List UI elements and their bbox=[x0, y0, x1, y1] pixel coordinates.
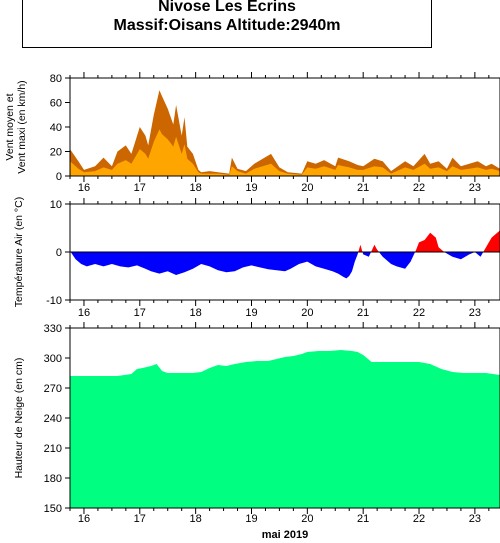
x-tick-label: 20 bbox=[301, 182, 313, 194]
x-tick-label: 20 bbox=[301, 513, 313, 525]
y-tick-label: 20 bbox=[50, 147, 62, 159]
massif-altitude: Massif:Oisans Altitude:2940m bbox=[113, 17, 341, 34]
x-tick-label: 21 bbox=[357, 182, 369, 194]
y-tick-label: 150 bbox=[44, 503, 62, 515]
x-tick-label: 21 bbox=[357, 513, 369, 525]
panel-3: 150 180 210 240 270 300 330 16 17 18 19 20 21 22 23 Hau… bbox=[13, 322, 500, 541]
y-axis-label: Hauteur de Neige (en cm) bbox=[13, 358, 25, 479]
y-axis-label: Température Air (en °C) bbox=[13, 197, 25, 307]
y-tick-label: 10 bbox=[50, 199, 62, 211]
x-axis-label: mai 2019 bbox=[262, 529, 308, 541]
y-tick-label: 180 bbox=[44, 473, 62, 485]
y-tick-label: 40 bbox=[50, 122, 62, 134]
y-tick-label: 270 bbox=[44, 383, 62, 395]
wind-mean-area bbox=[70, 129, 500, 176]
x-tick-label: 22 bbox=[413, 182, 425, 194]
y-tick-label: 330 bbox=[44, 323, 62, 335]
y-axis-label: Vent moyen et bbox=[4, 93, 16, 160]
y-tick-label: 0 bbox=[56, 171, 62, 183]
y-tick-label: 240 bbox=[44, 413, 62, 425]
temperature-negative-area bbox=[70, 252, 500, 279]
x-tick-label: 23 bbox=[469, 513, 481, 525]
y-tick-label: 300 bbox=[44, 353, 62, 365]
x-tick-label: 22 bbox=[413, 307, 425, 319]
y-tick-label: 0 bbox=[56, 247, 62, 259]
x-tick-label: 19 bbox=[245, 307, 257, 319]
x-tick-label: 18 bbox=[190, 307, 202, 319]
y-tick-label: -10 bbox=[46, 295, 62, 307]
y-axis-label: Vent maxi (en km/h) bbox=[16, 80, 28, 173]
x-tick-label: 21 bbox=[357, 307, 369, 319]
panel-1: 0 20 40 60 80 16 17 18 19 20 21 22 23 Vent moyen et Ve… bbox=[4, 72, 500, 194]
y-tick-label: 80 bbox=[50, 73, 62, 85]
x-tick-label: 23 bbox=[469, 307, 481, 319]
y-tick-label: 60 bbox=[50, 98, 62, 110]
x-tick-label: 16 bbox=[78, 307, 90, 319]
x-tick-label: 19 bbox=[245, 182, 257, 194]
x-tick-label: 23 bbox=[469, 182, 481, 194]
snow-depth-area bbox=[70, 350, 500, 508]
x-tick-label: 19 bbox=[245, 513, 257, 525]
x-tick-label: 17 bbox=[134, 513, 146, 525]
y-tick-label: 210 bbox=[44, 443, 62, 455]
x-tick-label: 16 bbox=[78, 182, 90, 194]
x-tick-label: 16 bbox=[78, 513, 90, 525]
title-box: Nivose Les Ecrins Massif:Oisans Altitude… bbox=[22, 0, 432, 48]
x-tick-label: 18 bbox=[190, 182, 202, 194]
x-tick-label: 20 bbox=[301, 307, 313, 319]
x-tick-label: 18 bbox=[190, 513, 202, 525]
x-tick-label: 17 bbox=[134, 182, 146, 194]
x-tick-label: 22 bbox=[413, 513, 425, 525]
panel-2: -10 0 10 16 17 18 19 20 21 22 23 Température Air (e… bbox=[13, 197, 500, 319]
station-name: Nivose Les Ecrins bbox=[158, 0, 296, 15]
x-tick-label: 17 bbox=[134, 307, 146, 319]
